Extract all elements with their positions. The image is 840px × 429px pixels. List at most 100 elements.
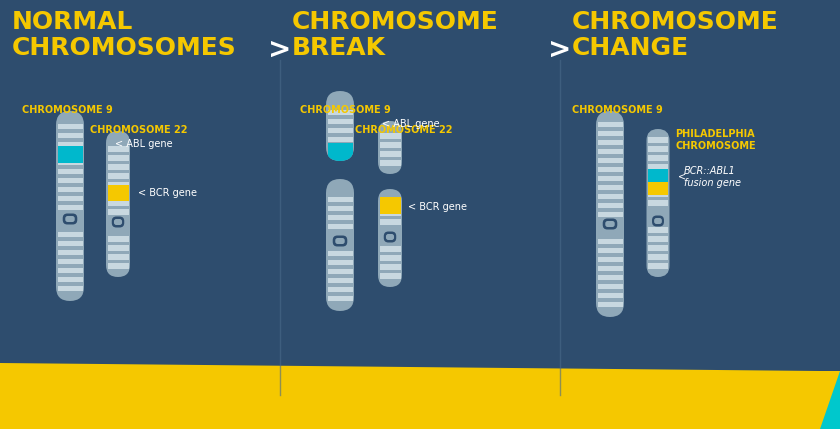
FancyBboxPatch shape: [603, 218, 617, 230]
FancyBboxPatch shape: [57, 146, 82, 163]
FancyBboxPatch shape: [648, 137, 668, 143]
Text: CHROMOSOME
BREAK: CHROMOSOME BREAK: [292, 10, 499, 60]
FancyBboxPatch shape: [597, 167, 622, 172]
FancyBboxPatch shape: [648, 182, 668, 188]
FancyBboxPatch shape: [108, 236, 129, 242]
FancyBboxPatch shape: [597, 266, 622, 271]
FancyBboxPatch shape: [57, 133, 82, 138]
FancyBboxPatch shape: [648, 169, 668, 182]
Text: >: >: [268, 36, 291, 64]
FancyBboxPatch shape: [378, 189, 402, 287]
FancyBboxPatch shape: [108, 164, 129, 169]
FancyBboxPatch shape: [597, 248, 622, 253]
FancyBboxPatch shape: [652, 215, 664, 227]
FancyBboxPatch shape: [328, 128, 353, 133]
FancyBboxPatch shape: [597, 176, 622, 181]
Polygon shape: [0, 363, 840, 429]
FancyBboxPatch shape: [57, 160, 82, 165]
FancyBboxPatch shape: [108, 146, 129, 151]
FancyBboxPatch shape: [380, 133, 401, 139]
FancyBboxPatch shape: [597, 211, 622, 217]
FancyBboxPatch shape: [654, 218, 662, 224]
FancyBboxPatch shape: [108, 191, 129, 196]
FancyBboxPatch shape: [648, 164, 668, 170]
FancyBboxPatch shape: [108, 245, 129, 251]
Text: CHROMOSOME 22: CHROMOSOME 22: [90, 125, 187, 135]
FancyBboxPatch shape: [380, 246, 401, 251]
FancyBboxPatch shape: [108, 254, 129, 260]
Text: < BCR gene: < BCR gene: [408, 202, 467, 212]
FancyBboxPatch shape: [597, 131, 622, 136]
FancyBboxPatch shape: [112, 217, 124, 227]
Polygon shape: [820, 371, 840, 429]
FancyBboxPatch shape: [597, 185, 622, 190]
FancyBboxPatch shape: [328, 143, 353, 161]
FancyBboxPatch shape: [648, 200, 668, 206]
FancyBboxPatch shape: [57, 286, 82, 291]
FancyBboxPatch shape: [328, 251, 353, 256]
FancyBboxPatch shape: [328, 224, 353, 229]
FancyBboxPatch shape: [106, 131, 130, 277]
FancyBboxPatch shape: [328, 214, 353, 220]
FancyBboxPatch shape: [108, 155, 129, 160]
FancyBboxPatch shape: [108, 263, 129, 269]
FancyBboxPatch shape: [380, 273, 401, 278]
FancyBboxPatch shape: [597, 140, 622, 145]
FancyBboxPatch shape: [597, 302, 622, 307]
FancyBboxPatch shape: [328, 137, 353, 142]
FancyBboxPatch shape: [380, 160, 401, 166]
Text: BCR::ABL1
fusion gene: BCR::ABL1 fusion gene: [684, 166, 741, 188]
FancyBboxPatch shape: [386, 234, 394, 240]
FancyBboxPatch shape: [328, 119, 353, 124]
FancyBboxPatch shape: [596, 111, 624, 317]
FancyBboxPatch shape: [57, 151, 82, 156]
FancyBboxPatch shape: [108, 173, 129, 178]
FancyBboxPatch shape: [328, 269, 353, 274]
FancyBboxPatch shape: [57, 124, 82, 129]
FancyBboxPatch shape: [57, 259, 82, 264]
FancyBboxPatch shape: [328, 110, 353, 115]
FancyBboxPatch shape: [63, 214, 77, 224]
FancyBboxPatch shape: [335, 238, 344, 244]
FancyBboxPatch shape: [597, 257, 622, 262]
FancyBboxPatch shape: [57, 196, 82, 201]
FancyBboxPatch shape: [648, 245, 668, 251]
FancyBboxPatch shape: [328, 278, 353, 283]
FancyBboxPatch shape: [380, 142, 401, 148]
FancyBboxPatch shape: [380, 219, 401, 225]
FancyBboxPatch shape: [597, 149, 622, 154]
Text: <: <: [678, 172, 690, 182]
FancyBboxPatch shape: [328, 197, 353, 202]
FancyBboxPatch shape: [66, 216, 75, 222]
FancyBboxPatch shape: [326, 179, 354, 311]
FancyBboxPatch shape: [328, 146, 353, 151]
FancyBboxPatch shape: [648, 182, 668, 195]
FancyBboxPatch shape: [648, 236, 668, 242]
Text: CHROMOSOME 9: CHROMOSOME 9: [300, 105, 391, 115]
FancyBboxPatch shape: [648, 227, 668, 233]
FancyBboxPatch shape: [57, 178, 82, 183]
FancyBboxPatch shape: [597, 239, 622, 244]
FancyBboxPatch shape: [57, 169, 82, 174]
FancyBboxPatch shape: [380, 151, 401, 157]
Text: NORMAL
CHROMOSOMES: NORMAL CHROMOSOMES: [12, 10, 237, 60]
FancyBboxPatch shape: [328, 296, 353, 301]
Text: < ABL gene: < ABL gene: [382, 119, 439, 129]
FancyBboxPatch shape: [328, 287, 353, 292]
FancyBboxPatch shape: [56, 111, 84, 301]
FancyBboxPatch shape: [597, 194, 622, 199]
FancyBboxPatch shape: [57, 142, 82, 147]
Text: CHROMOSOME 9: CHROMOSOME 9: [22, 105, 113, 115]
FancyBboxPatch shape: [378, 121, 402, 174]
FancyBboxPatch shape: [57, 187, 82, 192]
Text: PHILADELPHIA
CHROMOSOME: PHILADELPHIA CHROMOSOME: [675, 129, 756, 151]
FancyBboxPatch shape: [606, 221, 615, 227]
FancyBboxPatch shape: [108, 209, 129, 214]
FancyBboxPatch shape: [328, 260, 353, 265]
FancyBboxPatch shape: [326, 91, 354, 161]
FancyBboxPatch shape: [380, 197, 401, 214]
FancyBboxPatch shape: [108, 182, 129, 187]
FancyBboxPatch shape: [648, 173, 668, 179]
FancyBboxPatch shape: [648, 146, 668, 152]
FancyBboxPatch shape: [380, 264, 401, 269]
